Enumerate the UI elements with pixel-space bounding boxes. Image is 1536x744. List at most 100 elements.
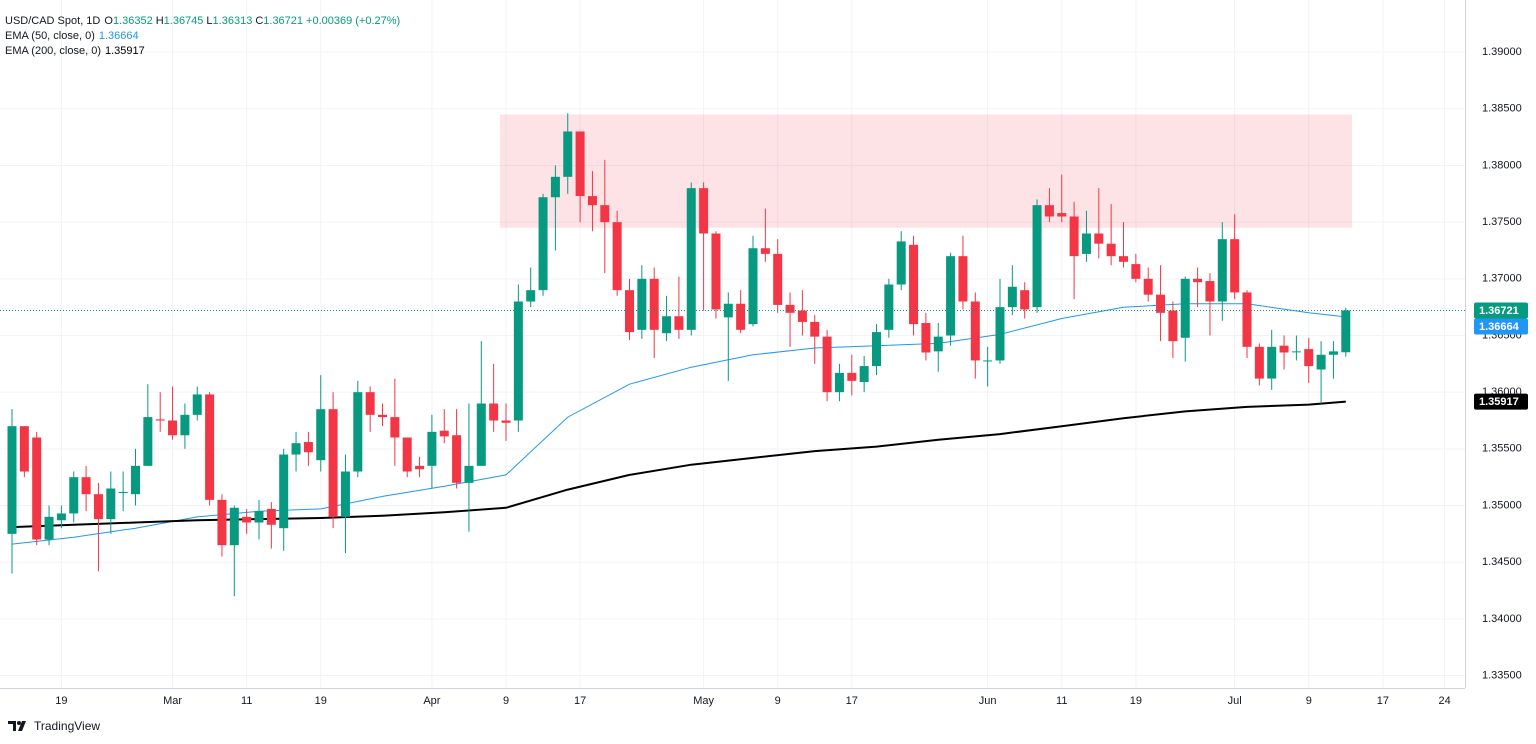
x-tick-label: 17 <box>1377 695 1389 707</box>
candle-body <box>834 372 844 393</box>
price-tag-label: 1.36721 <box>1479 305 1519 317</box>
ohlc-prefix: L <box>206 15 213 27</box>
x-tick-label: 11 <box>241 695 252 707</box>
candle-body <box>1242 292 1252 347</box>
candle-body <box>44 516 54 540</box>
brand-text: TradingView <box>34 719 101 733</box>
symbol-title: USD/CAD Spot, 1D <box>5 15 101 27</box>
x-tick-label: 19 <box>55 695 67 707</box>
candle-body <box>390 417 400 438</box>
candle-body <box>600 205 610 223</box>
candle-body <box>464 465 474 483</box>
x-tick-label: 24 <box>1438 695 1450 707</box>
change: +0.00369 (+0.27%) <box>306 15 401 27</box>
candle-body <box>921 323 931 353</box>
candle-body <box>131 465 140 495</box>
y-tick-label: 1.34000 <box>1482 613 1522 625</box>
candle-body <box>291 443 301 455</box>
x-tick-label: Apr <box>423 695 440 707</box>
candle-body <box>81 477 91 495</box>
candle-body <box>649 278 659 330</box>
candle-body <box>501 420 511 423</box>
candle-body <box>254 511 264 523</box>
candle-body <box>1279 345 1289 353</box>
candle-body <box>1254 346 1264 379</box>
candle-body <box>1304 349 1314 367</box>
x-tick-label: 17 <box>574 695 586 707</box>
candle-body <box>1193 278 1203 283</box>
candle-body <box>699 188 709 234</box>
brand: TradingView <box>8 719 100 733</box>
candle-body <box>526 290 536 302</box>
candle-body <box>1168 310 1178 342</box>
candle-body <box>1230 239 1240 293</box>
candle-body <box>1341 310 1351 353</box>
ohlc-prefix: C <box>255 15 264 27</box>
price-tag-label: 1.36664 <box>1479 321 1520 333</box>
candle-body <box>674 316 684 330</box>
candle-body <box>1020 290 1030 310</box>
x-tick-label: Jun <box>979 695 997 707</box>
candle-body <box>476 403 486 466</box>
candle-body <box>1131 264 1141 279</box>
candle-body <box>93 494 103 520</box>
candle-body <box>822 336 832 393</box>
candle-body <box>1291 351 1301 353</box>
candle-body <box>56 513 66 521</box>
ohlc-value: 1.36745 <box>163 15 204 27</box>
legend: USD/CAD Spot, 1D O1.36352 H1.36745 L1.36313… <box>5 14 404 59</box>
candle-body <box>773 253 783 305</box>
price-tag <box>1474 302 1528 319</box>
candle-body <box>279 454 289 529</box>
candle-body <box>328 409 338 517</box>
candle-body <box>143 417 153 466</box>
candle-body <box>266 508 276 525</box>
x-tick-label: 17 <box>846 695 858 707</box>
candle-body <box>575 131 585 197</box>
legend-row: EMA (50, close, 0) 1.36664 <box>5 29 404 44</box>
y-tick-label: 1.37000 <box>1482 273 1522 285</box>
x-tick-label: 19 <box>1130 695 1142 707</box>
candle-body <box>316 409 326 461</box>
candle-body <box>550 176 560 198</box>
ohlc-value: 1.36721 <box>263 15 304 27</box>
resistance-zone <box>499 114 1352 228</box>
candle-body <box>946 256 956 336</box>
legend-row: EMA (200, close, 0) 1.35917 <box>5 44 404 59</box>
ohlc-item: O1.36352 <box>104 15 152 27</box>
candle-body <box>983 360 993 362</box>
candle-body <box>1328 351 1338 355</box>
candle-body <box>378 414 387 418</box>
candle-body <box>760 248 770 254</box>
candle-body <box>452 435 462 483</box>
candle-body <box>1069 216 1079 257</box>
candle-body <box>513 301 523 421</box>
y-tick-label: 1.37500 <box>1482 216 1522 228</box>
candle-body <box>1044 205 1054 217</box>
candle-body <box>427 431 437 466</box>
candle-body <box>1156 294 1166 313</box>
candle-body <box>365 392 375 415</box>
candle-body <box>155 419 165 421</box>
candle-body <box>563 131 573 177</box>
candle-body <box>810 321 820 337</box>
candle-body <box>797 310 807 322</box>
brand-logo <box>8 721 26 731</box>
candle-body <box>340 471 350 517</box>
candle-body <box>711 233 721 310</box>
candle-body <box>1217 239 1227 302</box>
candle-body <box>909 244 919 325</box>
x-tick-label: 9 <box>503 695 509 707</box>
price-tag-label: 1.35917 <box>1479 396 1519 408</box>
candle-body <box>958 256 968 302</box>
x-tick-label: 9 <box>775 695 781 707</box>
x-tick-label: Mar <box>163 695 182 707</box>
candle-body <box>439 430 449 437</box>
legend-name: EMA (50, close, 0) <box>5 30 95 42</box>
candle-body <box>723 303 733 318</box>
ohlc-item: H1.36745 <box>156 15 204 27</box>
candle-body <box>205 394 215 500</box>
y-tick-label: 1.35500 <box>1482 443 1522 455</box>
candle-body <box>1094 233 1104 244</box>
